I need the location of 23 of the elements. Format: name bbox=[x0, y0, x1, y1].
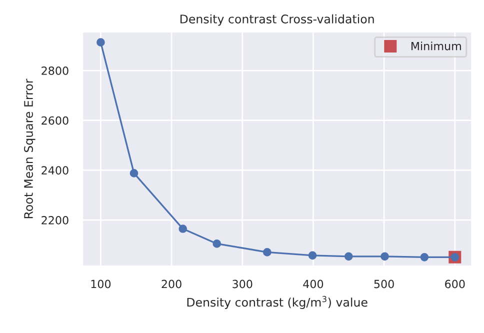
point bbox=[344, 252, 353, 261]
x-tick-label: 200 bbox=[162, 280, 182, 288]
legend-label: Minimum bbox=[412, 42, 461, 50]
point bbox=[263, 248, 272, 256]
x-tick-label: 500 bbox=[374, 280, 394, 288]
x-tick-label: 100 bbox=[91, 280, 111, 288]
x-tick-label: 400 bbox=[303, 280, 324, 288]
point bbox=[96, 38, 105, 47]
x-tick-label: 600 bbox=[445, 280, 465, 288]
point bbox=[420, 253, 429, 262]
y-tick-label: 2200 bbox=[42, 216, 68, 224]
y-tick-label: 2400 bbox=[42, 166, 68, 175]
y-axis-title: Root Mean Square Error bbox=[24, 78, 36, 218]
y-tick-label: 2600 bbox=[42, 116, 68, 125]
y-tick-label: 2800 bbox=[42, 66, 68, 75]
point bbox=[178, 224, 188, 233]
point bbox=[212, 240, 222, 248]
x-axis-title: Density contrast (kg/m$^{3}$) value bbox=[187, 296, 368, 310]
chart-title: Density contrast Cross-validation bbox=[180, 14, 374, 26]
x-tick-label: 300 bbox=[232, 280, 252, 288]
point bbox=[308, 251, 317, 260]
point bbox=[380, 252, 389, 261]
point bbox=[130, 169, 138, 178]
